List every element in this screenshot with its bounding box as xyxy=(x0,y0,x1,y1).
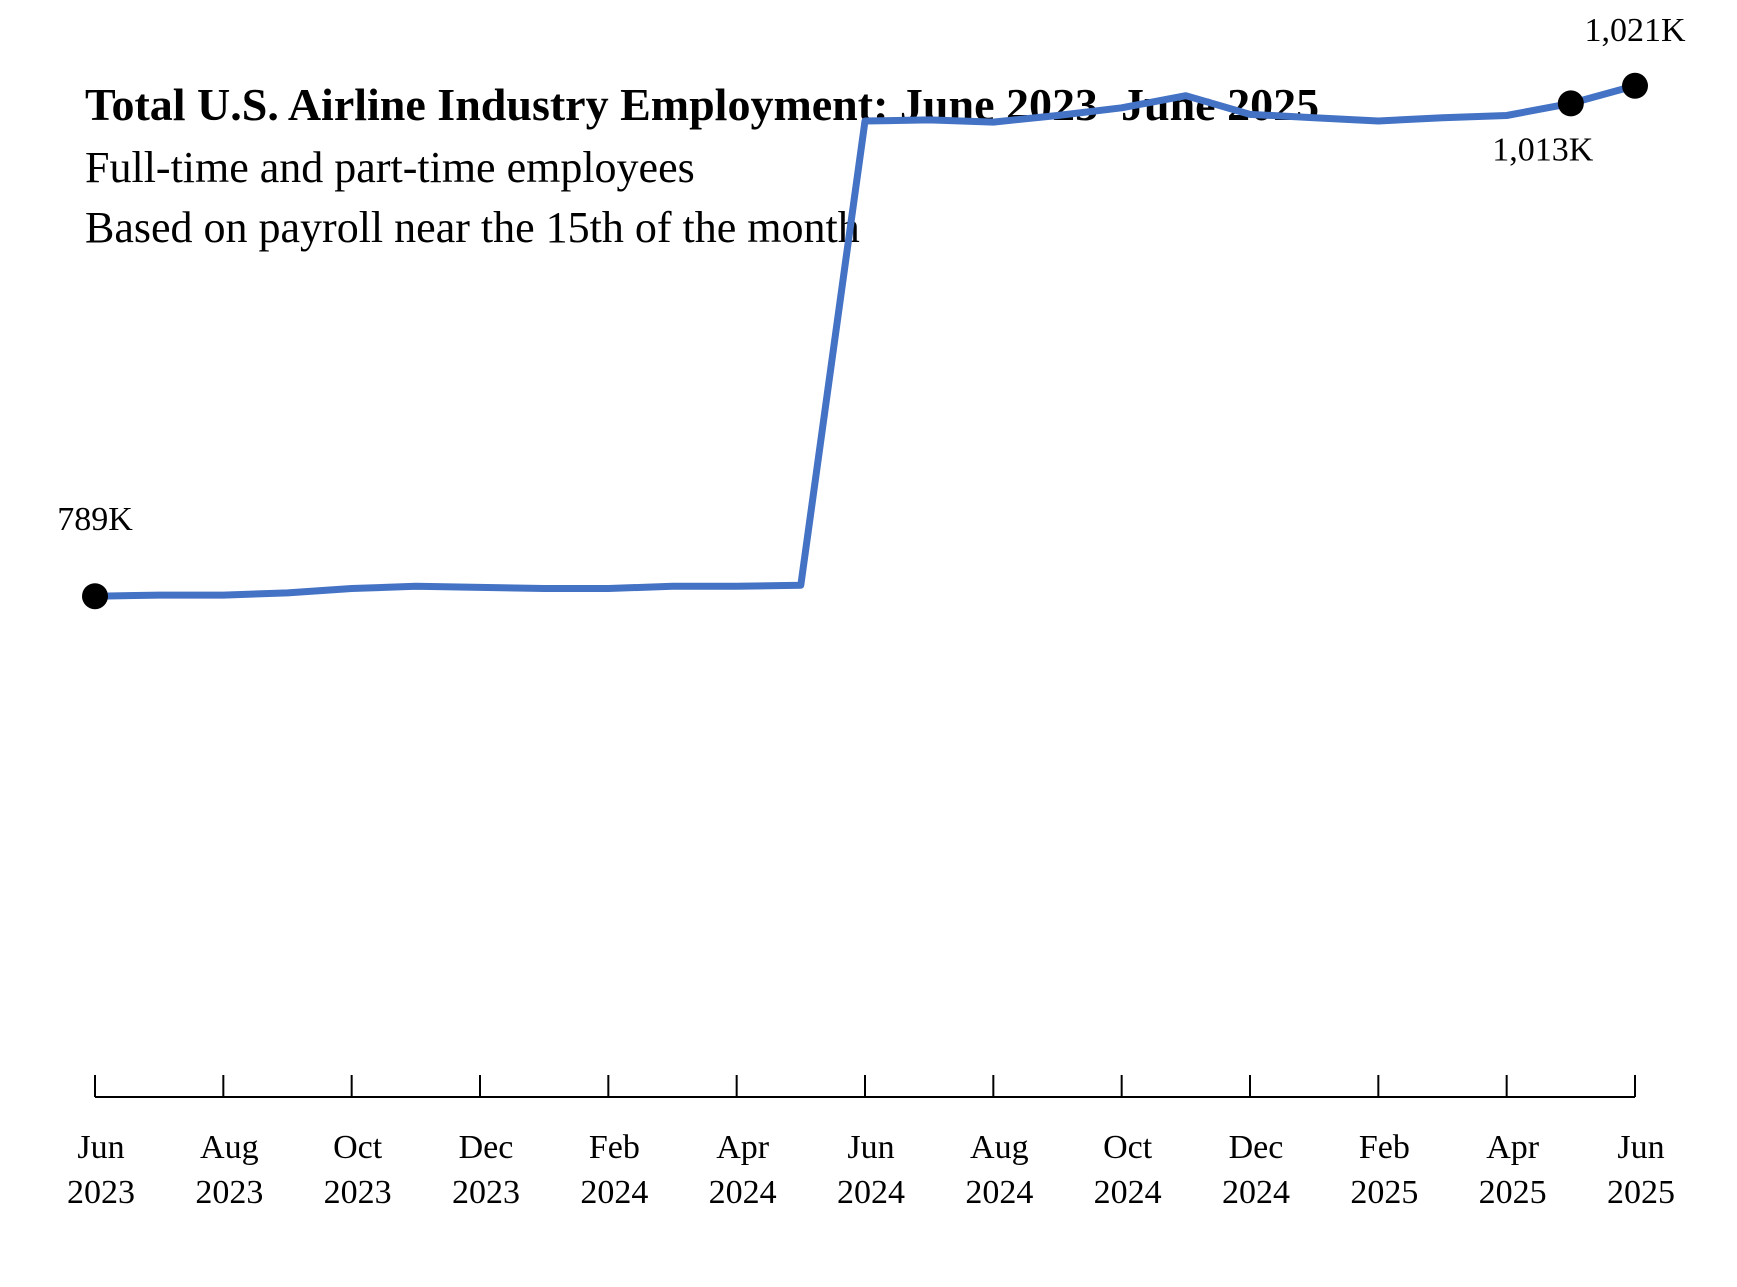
chart-subtitle-employees: Full-time and part-time employees xyxy=(85,143,695,192)
x-tick-label-year: 2023 xyxy=(67,1174,135,1211)
data-label: 1,013K xyxy=(1492,131,1594,168)
x-tick-label-year: 2025 xyxy=(1350,1174,1418,1211)
x-tick-label-year: 2023 xyxy=(195,1174,263,1211)
x-tick-label-month: Feb xyxy=(589,1129,640,1166)
x-tick-label-month: Dec xyxy=(459,1129,514,1166)
x-tick-label-month: Aug xyxy=(970,1129,1029,1166)
x-tick-label-year: 2023 xyxy=(324,1174,392,1211)
chart-subtitle-payroll: Based on payroll near the 15th of the mo… xyxy=(85,203,860,252)
x-tick-label-year: 2025 xyxy=(1607,1174,1675,1211)
x-tick-label-month: Oct xyxy=(333,1129,383,1166)
x-tick-label-year: 2024 xyxy=(965,1174,1033,1211)
x-tick-label-year: 2025 xyxy=(1479,1174,1547,1211)
data-label: 1,021K xyxy=(1584,12,1686,49)
x-axis: Jun 2023 Aug 2023 Oct 2023 Dec 2023 Feb 2024 Apr 20… xyxy=(67,1075,1675,1211)
x-tick-label-month: Apr xyxy=(716,1129,770,1166)
marker-layer: 789K 1,013K 1,021K xyxy=(57,12,1686,610)
x-tick-label-year: 2024 xyxy=(1222,1174,1290,1211)
x-tick-label-month: Jun xyxy=(1617,1129,1664,1166)
data-point-marker xyxy=(1622,72,1648,99)
data-label: 789K xyxy=(57,501,133,538)
x-tick-label-month: Jun xyxy=(77,1129,124,1166)
x-tick-label-month: Apr xyxy=(1486,1129,1540,1166)
x-tick-label-month: Feb xyxy=(1359,1129,1410,1166)
x-tick-label-year: 2024 xyxy=(709,1174,777,1211)
x-tick-label-year: 2024 xyxy=(580,1174,648,1211)
x-tick-label-year: 2024 xyxy=(1094,1174,1162,1211)
x-tick-label-month: Dec xyxy=(1229,1129,1284,1166)
x-tick-label-month: Oct xyxy=(1103,1129,1153,1166)
data-point-marker xyxy=(82,583,108,610)
series-layer xyxy=(91,82,1639,600)
chart-title: Total U.S. Airline Industry Employment: … xyxy=(85,79,1320,130)
series-line xyxy=(91,82,1639,600)
data-point-marker xyxy=(1557,90,1584,117)
x-tick-label-year: 2023 xyxy=(452,1174,520,1211)
x-tick-label-month: Aug xyxy=(200,1129,259,1166)
x-tick-label-month: Jun xyxy=(847,1129,894,1166)
x-tick-label-year: 2024 xyxy=(837,1174,905,1211)
